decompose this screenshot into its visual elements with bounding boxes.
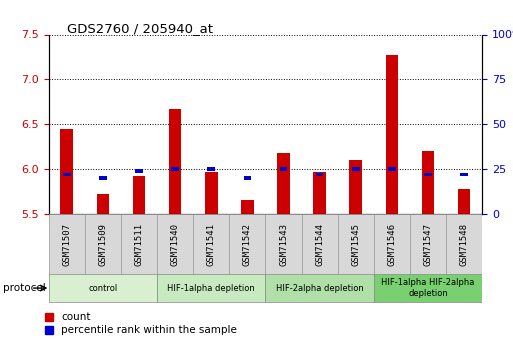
Bar — [374, 274, 482, 302]
Bar — [458, 189, 470, 214]
Bar — [374, 214, 410, 276]
Text: control: control — [88, 284, 117, 293]
Bar — [277, 153, 290, 214]
Text: HIF-2alpha depletion: HIF-2alpha depletion — [276, 284, 364, 293]
Bar — [229, 214, 265, 276]
Text: GSM71542: GSM71542 — [243, 224, 252, 266]
Bar — [49, 214, 85, 276]
Bar — [171, 167, 179, 171]
Bar — [265, 274, 374, 302]
Bar — [193, 214, 229, 276]
Bar — [265, 214, 302, 276]
Text: GSM71546: GSM71546 — [387, 224, 397, 266]
Text: GSM71543: GSM71543 — [279, 224, 288, 266]
Bar — [121, 214, 157, 276]
Bar — [386, 55, 398, 214]
Text: GSM71548: GSM71548 — [460, 224, 469, 266]
Bar — [313, 172, 326, 214]
Bar — [49, 274, 157, 302]
Bar — [169, 109, 182, 214]
Bar — [302, 214, 338, 276]
Bar — [424, 172, 432, 176]
Bar — [316, 172, 324, 176]
Text: GDS2760 / 205940_at: GDS2760 / 205940_at — [67, 22, 213, 36]
Bar — [422, 151, 435, 214]
Bar — [352, 167, 360, 171]
Bar — [63, 172, 71, 176]
Text: GSM71544: GSM71544 — [315, 224, 324, 266]
Text: GSM71540: GSM71540 — [171, 224, 180, 266]
Bar — [205, 172, 218, 214]
Bar — [61, 129, 73, 214]
Text: HIF-1alpha depletion: HIF-1alpha depletion — [167, 284, 255, 293]
Bar — [410, 214, 446, 276]
Bar — [338, 214, 374, 276]
Bar — [157, 214, 193, 276]
Text: GSM71509: GSM71509 — [98, 224, 107, 266]
Bar — [388, 167, 396, 171]
Bar — [244, 176, 251, 180]
Legend: count, percentile rank within the sample: count, percentile rank within the sample — [45, 312, 237, 335]
Bar — [446, 214, 482, 276]
Bar — [349, 160, 362, 214]
Bar — [207, 167, 215, 171]
Bar — [135, 169, 143, 172]
Bar — [280, 167, 287, 171]
Text: GSM71511: GSM71511 — [134, 224, 144, 266]
Bar — [157, 274, 265, 302]
Text: GSM71545: GSM71545 — [351, 224, 360, 266]
Bar — [133, 176, 145, 214]
Text: HIF-1alpha HIF-2alpha
depletion: HIF-1alpha HIF-2alpha depletion — [381, 278, 475, 298]
Bar — [460, 172, 468, 176]
Bar — [99, 176, 107, 180]
Bar — [96, 194, 109, 214]
Text: GSM71541: GSM71541 — [207, 224, 216, 266]
Text: protocol: protocol — [3, 283, 45, 293]
Text: GSM71547: GSM71547 — [424, 224, 432, 266]
Text: GSM71507: GSM71507 — [62, 224, 71, 266]
Bar — [241, 200, 254, 214]
Bar — [85, 214, 121, 276]
